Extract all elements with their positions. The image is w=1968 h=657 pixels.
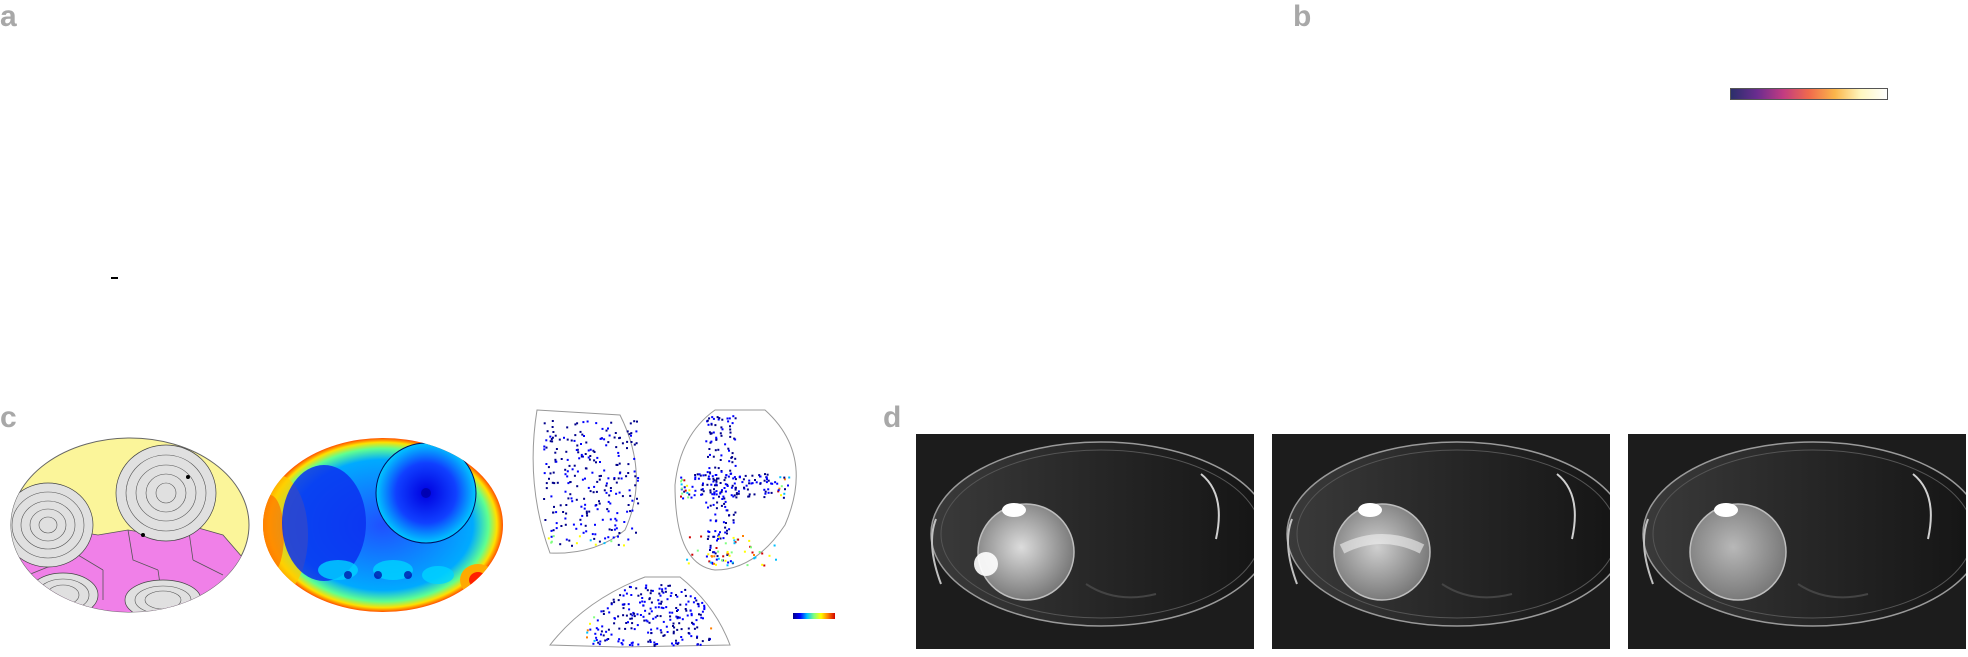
panel-c-scatter-plots [532, 409, 797, 648]
heatmap-ellipse [263, 438, 503, 612]
panel-letter-c: c [0, 401, 17, 434]
panel-c-colorbar [793, 613, 835, 619]
scatter-shape-left [532, 409, 637, 554]
panel-b-colorbar [1730, 88, 1888, 100]
panel-letter-a: a [0, 0, 17, 33]
panel-a-scale-bar [111, 277, 118, 279]
mri-frame-1 [916, 434, 1254, 649]
mri-frame-2 [1272, 434, 1610, 649]
panel-c-simulations [10, 437, 503, 613]
scatter-shape-bottom [548, 576, 731, 648]
mri-frame-3 [1628, 434, 1966, 649]
panel-letter-d: d [883, 401, 902, 434]
scatter-shape-right [674, 409, 797, 571]
panel-letter-b: b [1293, 0, 1312, 33]
streamline-ellipse [10, 437, 250, 613]
